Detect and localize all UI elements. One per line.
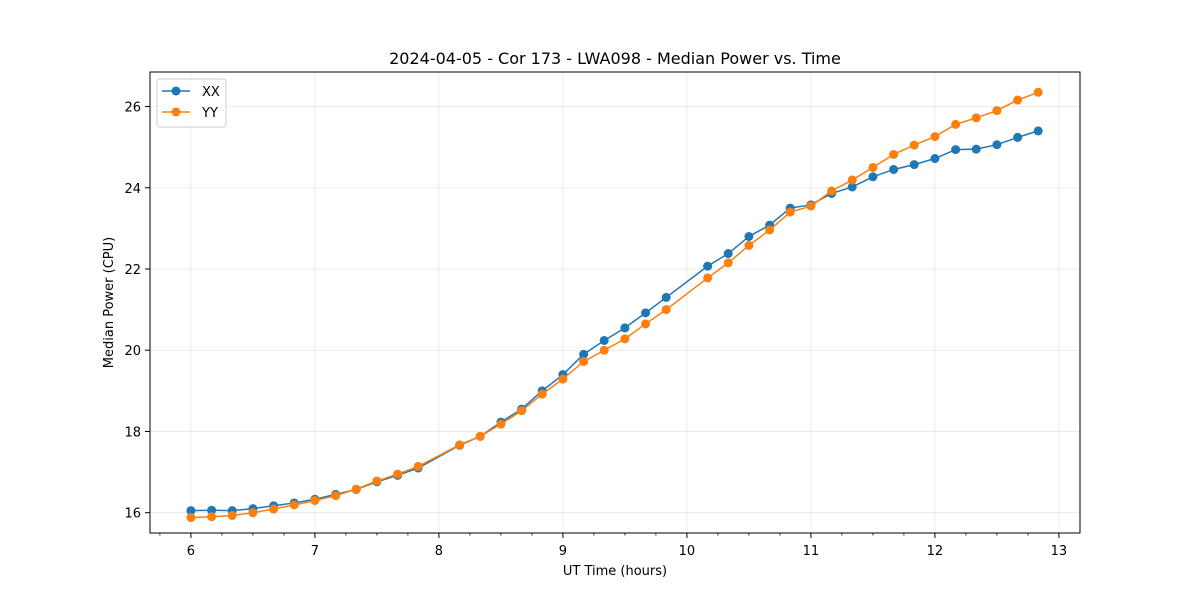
y-tick-label: 18 xyxy=(124,425,141,440)
legend-entry-yy: YY xyxy=(162,106,218,121)
data-point-yy xyxy=(930,132,940,142)
data-point-xx xyxy=(723,249,733,259)
data-point-xx xyxy=(868,172,878,182)
data-point-yy xyxy=(331,491,341,501)
data-point-yy xyxy=(723,258,733,268)
data-point-yy xyxy=(558,374,568,384)
legend-label: XX xyxy=(202,85,220,100)
y-axis-label: Median Power (CPU) xyxy=(102,237,117,368)
data-point-yy xyxy=(1013,95,1023,105)
data-point-xx xyxy=(992,140,1002,150)
data-point-yy xyxy=(785,207,795,217)
data-point-yy xyxy=(1033,87,1043,97)
data-point-yy xyxy=(641,319,651,329)
x-tick-label: 13 xyxy=(1051,544,1068,559)
x-tick-label: 10 xyxy=(679,544,696,559)
data-point-xx xyxy=(847,182,857,192)
x-axis-label: UT Time (hours) xyxy=(563,564,667,579)
y-tick-label: 26 xyxy=(124,101,141,116)
data-point-xx xyxy=(951,145,961,155)
legend-marker xyxy=(171,107,181,117)
series-yy xyxy=(186,87,1043,523)
data-point-yy xyxy=(496,419,506,429)
data-point-xx xyxy=(744,231,754,241)
data-point-yy xyxy=(269,504,279,514)
data-point-xx xyxy=(579,349,589,359)
data-point-yy xyxy=(475,431,485,441)
data-point-yy xyxy=(703,273,713,283)
x-tick-label: 6 xyxy=(187,544,195,559)
x-tick-label: 9 xyxy=(559,544,567,559)
data-point-xx xyxy=(186,506,196,516)
data-point-yy xyxy=(310,496,320,506)
legend: XX YY xyxy=(156,78,227,128)
data-point-xx xyxy=(889,164,899,174)
data-point-yy xyxy=(186,513,196,523)
data-point-yy xyxy=(393,469,403,479)
data-point-yy xyxy=(455,440,465,450)
data-point-xx xyxy=(1013,132,1023,142)
data-point-xx xyxy=(930,154,940,164)
data-point-yy xyxy=(537,389,547,399)
series-line-yy xyxy=(190,91,1039,519)
data-point-yy xyxy=(372,476,382,486)
data-point-yy xyxy=(971,113,981,123)
data-point-xx xyxy=(1033,126,1043,136)
x-tick-label: 7 xyxy=(311,544,319,559)
y-tick-label: 20 xyxy=(124,344,141,359)
data-point-yy xyxy=(806,201,816,211)
axes: 6 7 8 9 10 11 12 13 16 18 20 22 24 26 xyxy=(124,101,1067,559)
data-point-xx xyxy=(971,144,981,154)
data-point-yy xyxy=(909,140,919,150)
data-point-yy xyxy=(951,119,961,129)
data-point-yy xyxy=(599,345,609,355)
y-tick-label: 16 xyxy=(124,507,141,522)
data-point-yy xyxy=(351,484,361,494)
data-point-xx xyxy=(599,335,609,345)
series-layer xyxy=(186,87,1043,523)
legend-entry-xx: XX xyxy=(162,85,220,100)
y-tick-label: 22 xyxy=(124,263,141,278)
chart-title: 2024-04-05 - Cor 173 - LWA098 - Median P… xyxy=(389,49,841,68)
x-tick-label: 11 xyxy=(803,544,820,559)
data-point-yy xyxy=(889,149,899,159)
plot-frame xyxy=(149,71,1081,534)
data-point-yy xyxy=(620,334,630,344)
x-tick-label: 12 xyxy=(927,544,944,559)
data-point-yy xyxy=(248,508,258,518)
data-point-yy xyxy=(765,225,775,235)
data-point-yy xyxy=(517,406,527,416)
data-point-yy xyxy=(289,500,299,510)
x-tick-label: 8 xyxy=(435,544,443,559)
data-point-yy xyxy=(847,175,857,185)
data-point-yy xyxy=(992,106,1002,116)
series-line-xx xyxy=(190,130,1039,512)
data-point-yy xyxy=(868,162,878,172)
data-point-yy xyxy=(413,461,423,471)
legend-entries: XX YY xyxy=(162,85,220,121)
data-point-xx xyxy=(909,160,919,170)
data-point-xx xyxy=(620,323,630,333)
legend-label: YY xyxy=(201,106,218,121)
legend-marker xyxy=(171,86,181,96)
data-point-yy xyxy=(827,186,837,196)
data-point-yy xyxy=(227,511,237,521)
y-tick-label: 24 xyxy=(124,182,141,197)
data-point-xx xyxy=(661,292,671,302)
data-point-yy xyxy=(744,240,754,250)
grid xyxy=(150,72,1080,533)
data-point-yy xyxy=(207,512,217,522)
data-point-xx xyxy=(703,261,713,271)
data-point-xx xyxy=(641,308,651,318)
data-point-xx xyxy=(207,505,217,515)
data-point-yy xyxy=(661,305,671,315)
data-point-yy xyxy=(579,357,589,367)
